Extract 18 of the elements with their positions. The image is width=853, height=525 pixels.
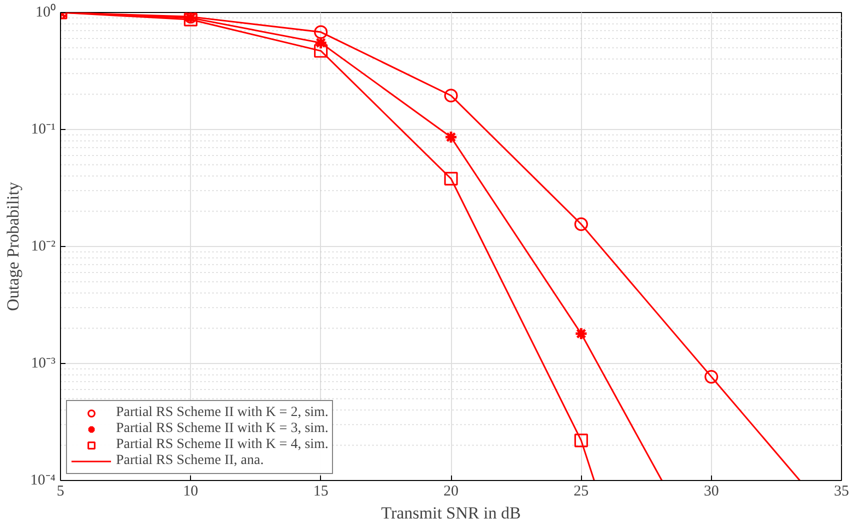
legend-label: Partial RS Scheme II, ana. [116, 453, 264, 469]
y-tick-label: 10⁻² [31, 238, 56, 254]
x-tick-label: 15 [313, 484, 328, 500]
y-tick-label: 10⁻¹ [31, 122, 56, 138]
x-tick-label: 35 [834, 484, 849, 500]
legend-label: Partial RS Scheme II with K = 4, sim. [116, 437, 328, 453]
x-tick-label: 25 [574, 484, 589, 500]
legend-label: Partial RS Scheme II with K = 2, sim. [116, 405, 328, 421]
x-tick-label: 5 [56, 484, 64, 500]
x-tick-label: 20 [444, 484, 458, 500]
legend-label: Partial RS Scheme II with K = 3, sim. [116, 421, 328, 437]
y-tick-label: 10⁻⁴ [30, 472, 56, 488]
y-tick-label: 10⁻³ [31, 356, 56, 372]
x-axis-title: Transmit SNR in dB [381, 504, 521, 522]
x-tick-label: 30 [704, 484, 719, 500]
y-axis-title: Outage Probability [3, 182, 22, 311]
x-tick-label: 10 [183, 484, 198, 500]
y-tick-label: 10⁰ [36, 4, 56, 20]
